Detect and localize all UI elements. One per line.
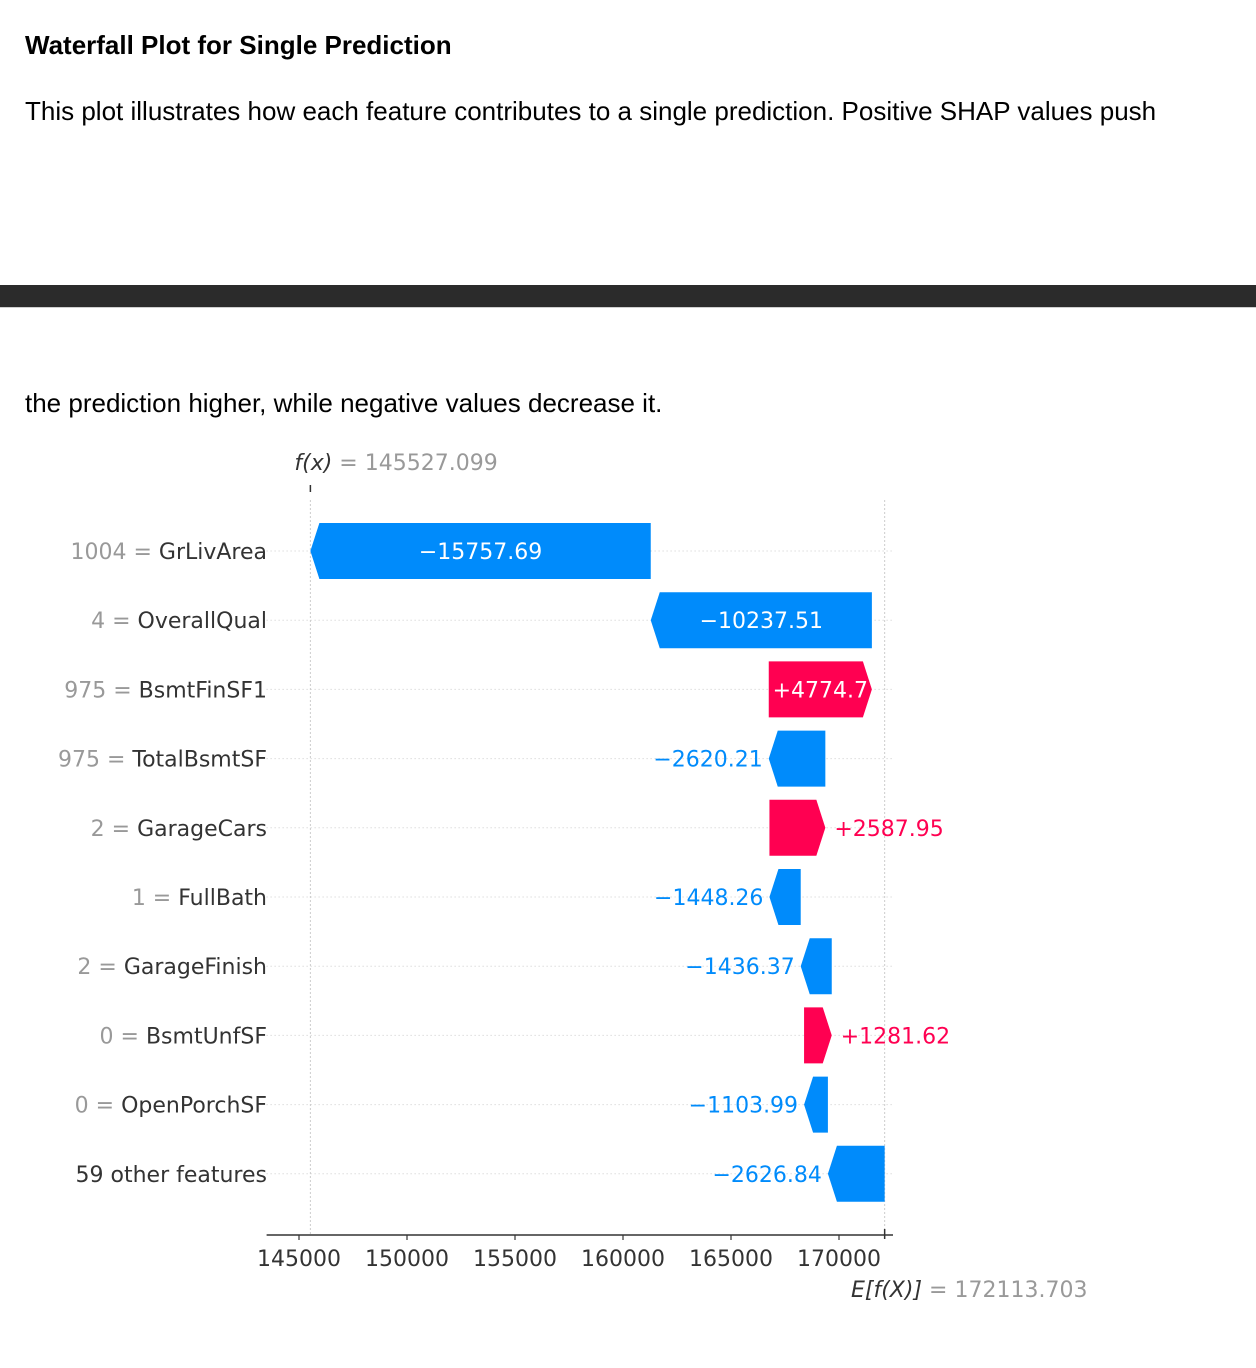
waterfall-bar (769, 869, 801, 925)
feature-label: 59 other features (76, 1163, 267, 1188)
feature-name: FullBath (178, 886, 267, 911)
waterfall-bar (310, 523, 651, 579)
divider-bar (0, 285, 1256, 308)
ex-annotation: E[f(X)] = 172113.703 (851, 1278, 1087, 1303)
bar-value-label: −15757.69 (419, 540, 542, 565)
feature-value: 0 = (100, 1024, 146, 1049)
x-tick-label: 170000 (797, 1247, 881, 1272)
fx-label: f(x) (294, 451, 332, 476)
x-tick-label: 155000 (473, 1247, 557, 1272)
feature-value: 4 = (91, 609, 137, 634)
ex-value: = 172113.703 (922, 1278, 1087, 1303)
feature-name: 59 other features (76, 1163, 267, 1188)
feature-value: 1 = (132, 886, 178, 911)
bar-value-label: +4774.7 (773, 678, 868, 703)
bar-value-label: −2626.84 (712, 1163, 821, 1188)
bar-value-label: +1281.62 (841, 1024, 950, 1049)
feature-label: 0 = OpenPorchSF (75, 1094, 267, 1119)
feature-label: 0 = BsmtUnfSF (100, 1024, 267, 1049)
bar-value-label: −2620.21 (653, 748, 762, 773)
feature-name: BsmtUnfSF (146, 1024, 267, 1049)
feature-label: 2 = GarageCars (91, 817, 267, 842)
x-tick-label: 160000 (581, 1247, 665, 1272)
waterfall-bar (768, 661, 872, 718)
waterfall-bar (804, 1076, 828, 1133)
x-tick-label: 145000 (257, 1247, 341, 1272)
ex-label: E[f(X)] (851, 1278, 922, 1303)
description-line-2: the prediction higher, while negative va… (25, 388, 663, 418)
bar-value-label: −10237.51 (700, 609, 823, 634)
x-tick-label: 150000 (365, 1247, 449, 1272)
waterfall-bar (650, 592, 872, 649)
feature-value: 2 = (77, 955, 123, 980)
bar-value-label: −1103.99 (689, 1094, 798, 1119)
fx-value: = 145527.099 (332, 451, 497, 476)
feature-value: 1004 = (70, 540, 158, 565)
description-line-1: This plot illustrates how each feature c… (25, 96, 1157, 126)
feature-label: 1 = FullBath (132, 886, 267, 911)
waterfall-bar (827, 1145, 885, 1202)
waterfall-bar (768, 730, 826, 787)
feature-label: 4 = OverallQual (91, 609, 267, 634)
feature-label: 2 = GarageFinish (77, 955, 267, 980)
feature-name: GarageFinish (124, 955, 267, 980)
feature-name: OverallQual (138, 609, 267, 634)
feature-name: GarageCars (137, 817, 267, 842)
feature-name: OpenPorchSF (121, 1094, 267, 1119)
feature-name: GrLivArea (159, 540, 267, 565)
x-tick-label: 165000 (689, 1247, 773, 1272)
feature-name: TotalBsmtSF (131, 748, 267, 773)
bar-value-label: −1436.37 (685, 955, 794, 980)
feature-label: 975 = TotalBsmtSF (58, 748, 267, 773)
feature-value: 975 = (58, 748, 132, 773)
waterfall-bar (804, 1007, 832, 1064)
waterfall-chart: f(x) = 145527.099 −2626.84 59 other featur… (58, 451, 1088, 1303)
feature-label: 975 = BsmtFinSF1 (64, 678, 267, 703)
waterfall-bar (800, 938, 832, 995)
bar-value-label: −1448.26 (654, 886, 763, 911)
fx-annotation: f(x) = 145527.099 (294, 451, 497, 476)
feature-value: 0 = (75, 1094, 121, 1119)
feature-value: 2 = (91, 817, 137, 842)
feature-value: 975 = (64, 678, 138, 703)
waterfall-bar (769, 799, 826, 856)
feature-label: 1004 = GrLivArea (70, 540, 267, 565)
bar-value-label: +2587.95 (834, 817, 943, 842)
feature-name: BsmtFinSF1 (139, 678, 267, 703)
page-title: Waterfall Plot for Single Prediction (25, 30, 452, 60)
